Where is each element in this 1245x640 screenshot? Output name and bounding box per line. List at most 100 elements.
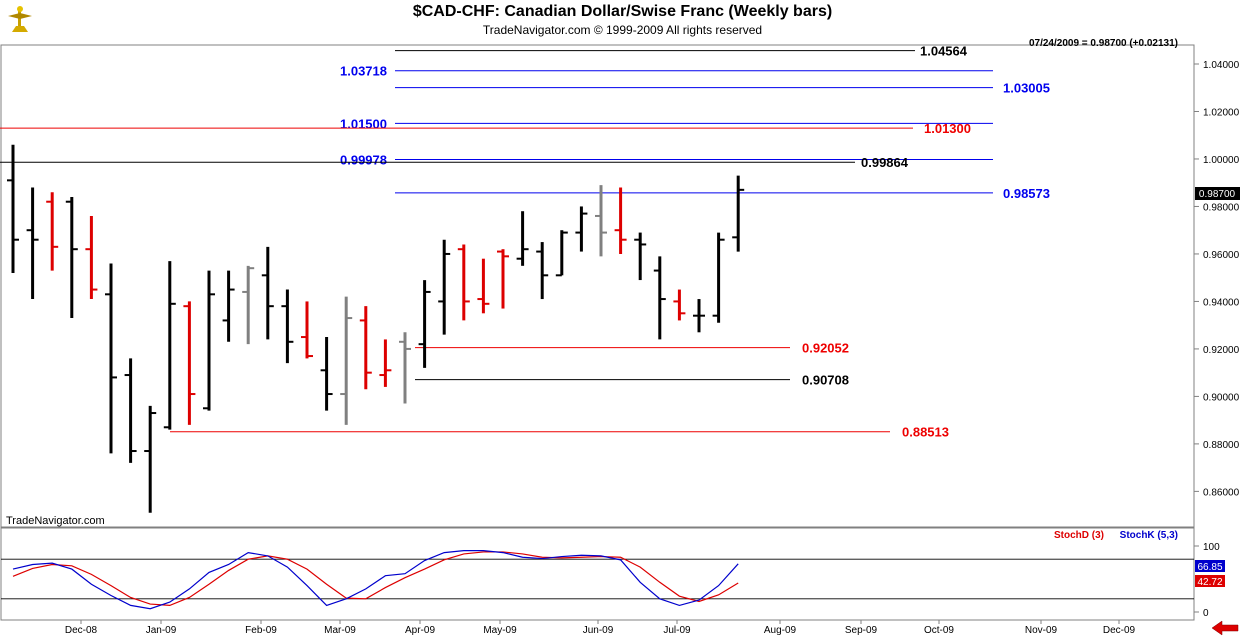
level-label: 0.92052 [802,341,849,356]
price-axis-tick-label: 0.92000 [1203,345,1240,356]
stochd-value: 42.72 [1197,577,1222,588]
horizontal-levels: 1.04564 1.03718 1.03005 1.01500 1.01300 0.999… [0,44,1050,440]
ohlc-bar [536,242,549,300]
price-axis-tick-label: 1.02000 [1203,107,1240,118]
level-label: 0.90708 [802,373,849,388]
stochk-line [12,550,739,610]
stochd-value-box [1195,575,1225,587]
x-axis-tick-label: Jan-09 [146,625,177,636]
level-label: 0.88513 [902,425,949,440]
ohlc-bar [379,339,392,387]
current-price-label: 0.98700 [1199,189,1236,200]
ohlc-bar [418,280,431,368]
price-axis-tick-label: 0.98000 [1203,202,1240,213]
ohlc-bar [65,196,78,319]
x-axis-tick-label: Jul-09 [663,625,691,636]
ohlc-bar [105,263,117,454]
stochk-value: 66.85 [1197,562,1222,573]
ohlc-bar [261,246,274,340]
price-axis-tick-label: 1.00000 [1203,155,1240,166]
x-axis-tick-label: Mar-09 [324,625,356,636]
ohlc-bar [301,301,313,359]
ohlc-bar [497,249,509,309]
ohlc-bar [732,175,745,252]
ohlc-bar [7,144,19,273]
price-axis-tick-label: 0.90000 [1203,392,1240,403]
ohlc-bar [457,244,470,321]
ohlc-bar [163,261,176,430]
scroll-right-arrow-icon[interactable] [1205,620,1243,636]
ohlc-bar [242,265,255,345]
ohlc-bar [281,289,294,364]
level-label: 1.04564 [920,44,968,59]
ohlc-bar [516,211,529,266]
stochastic-lines [1,550,1194,610]
ohlc-bar [46,192,59,271]
ohlc-bar [555,230,568,277]
ohlc-bar [222,270,235,342]
price-axis-tick-label: 0.88000 [1203,440,1240,451]
x-axis-tick-label: Dec-09 [1103,625,1136,636]
ohlc-bar [653,256,666,340]
price-bars [7,144,745,513]
stochk-legend: StochK (5,3) [1120,530,1178,541]
level-label: 1.01300 [924,121,971,136]
ohlc-bar [85,215,98,300]
level-label: 0.98573 [1003,186,1050,201]
chart-title: $CAD-CHF: Canadian Dollar/Swise Franc (W… [412,3,833,20]
x-axis-tick-label: Apr-09 [405,625,435,636]
x-axis-tick-label: Nov-09 [1025,625,1058,636]
ohlc-bar [340,296,353,425]
date-x-axis: Dec-08 Jan-09 Feb-09 Mar-09 Apr-09 May-09 Jun-… [65,620,1136,636]
chart-subtitle: TradeNavigator.com © 1999-2009 All right… [482,23,763,37]
level-label: 1.03005 [1003,81,1050,96]
ohlc-bar [575,206,588,252]
stoch-axis-tick-label: 0 [1203,608,1209,619]
x-axis-tick-label: Aug-09 [764,625,797,636]
ohlc-bar [399,332,411,404]
ohlc-bar [614,187,627,254]
price-y-axis: 0.86000 0.88000 0.90000 0.92000 0.94000 0.960… [1194,60,1240,498]
price-axis-tick-label: 0.96000 [1203,250,1240,261]
ohlc-bar [26,187,39,300]
price-axis-tick-label: 0.94000 [1203,297,1240,308]
ohlc-bar [693,299,705,333]
ohlc-bar [320,337,333,411]
watermark: TradeNavigator.com [6,515,105,527]
level-label: 1.01500 [340,116,387,131]
stoch-axis-tick-label: 100 [1203,542,1220,553]
ohlc-bar [595,185,607,257]
x-axis-tick-label: Oct-09 [924,625,954,636]
tradenavigator-logo-icon [4,4,36,36]
ohlc-bar [203,270,215,411]
ohlc-bar [144,405,157,513]
price-axis-tick-label: 0.86000 [1203,487,1240,498]
stochd-legend: StochD (3) [1054,530,1104,541]
x-axis-tick-label: Jun-09 [583,625,614,636]
x-axis-tick-label: Feb-09 [245,625,277,636]
ohlc-bar [124,358,137,463]
level-label: 0.99978 [340,152,387,167]
price-axis-tick-label: 1.04000 [1203,60,1240,71]
price-panel [0,44,1195,528]
ohlc-bar [438,239,451,335]
ohlc-bar [634,232,647,281]
ohlc-bar [673,289,686,321]
stochk-value-box [1195,560,1225,572]
ohlc-bar [359,306,372,390]
ohlc-bar [712,232,725,323]
stoch-panel [0,527,1195,621]
ohlc-bar [183,301,196,425]
x-axis-tick-label: Sep-09 [845,625,878,636]
ohlc-bar [477,258,490,314]
chart-header: $CAD-CHF: Canadian Dollar/Swise Franc (W… [0,0,1245,44]
stochd-line [12,551,739,607]
level-label: 1.03718 [340,64,387,79]
stoch-y-axis: 0 100 [1194,542,1220,619]
level-label: 0.99864 [861,155,909,170]
last-bar-readout: 07/24/2009 = 0.98700 (+0.02131) [1029,38,1178,49]
current-price-box [1195,187,1240,200]
x-axis-tick-label: May-09 [483,625,517,636]
x-axis-tick-label: Dec-08 [65,625,98,636]
